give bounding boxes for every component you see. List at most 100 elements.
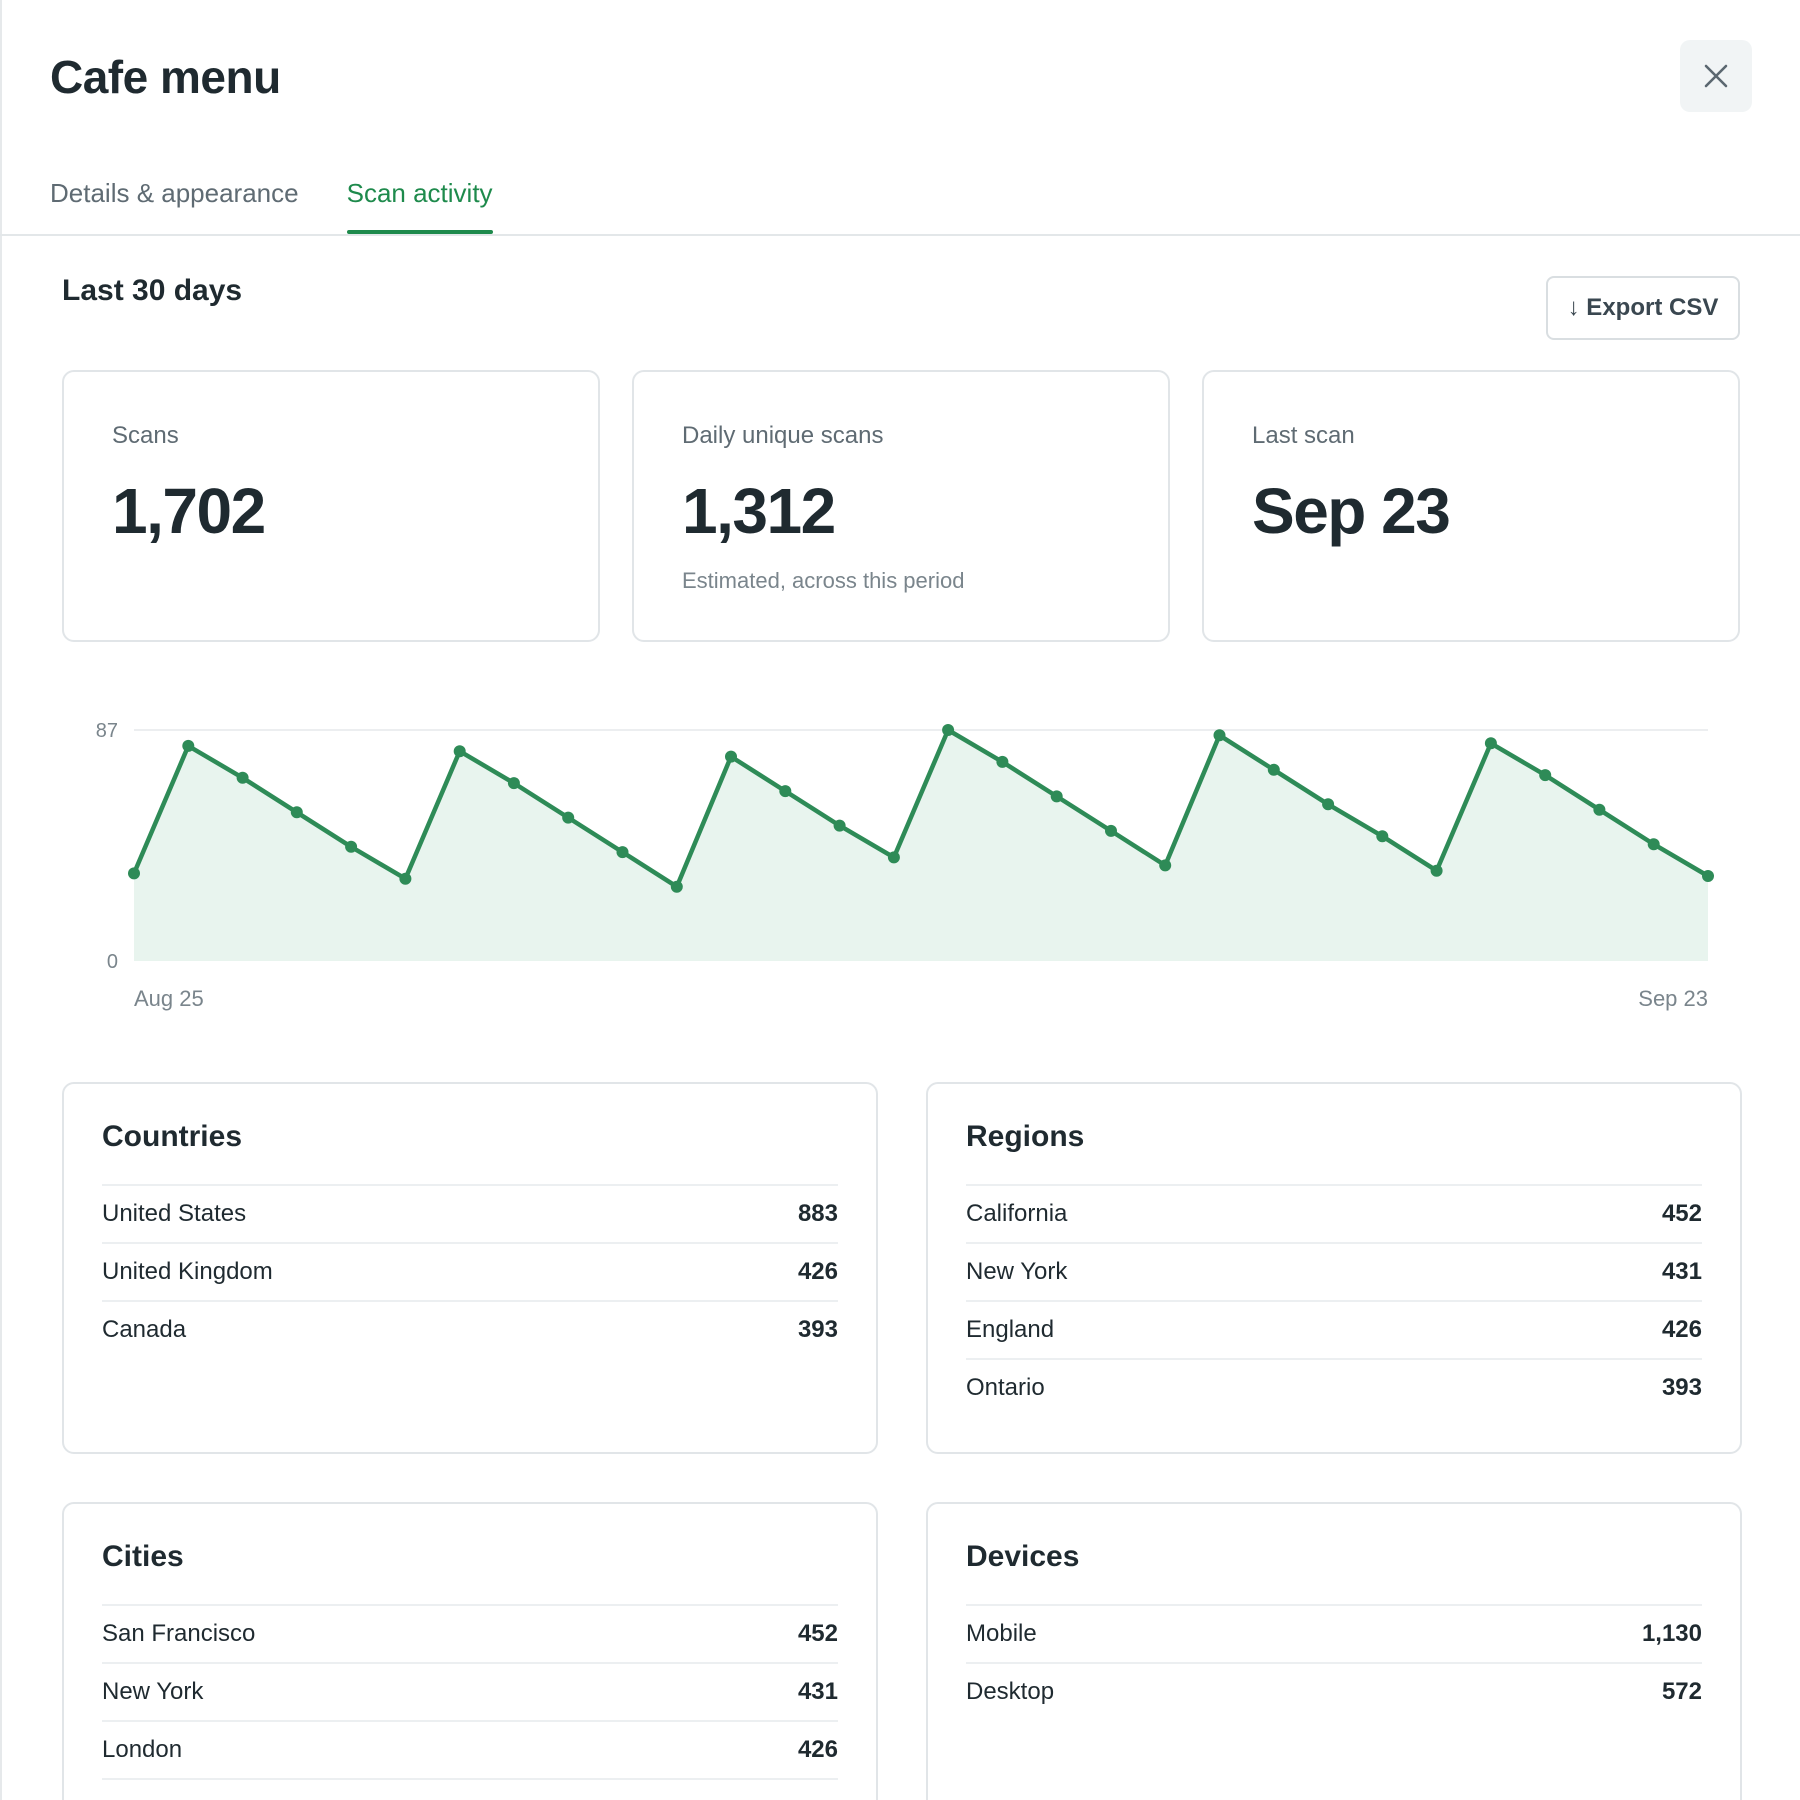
chart-point-sep-20 [1539, 769, 1552, 782]
tab-scan-activity[interactable]: Scan activity [346, 170, 493, 234]
cities-card: Cities San Francisco 452 New York 431 Lo… [62, 1502, 878, 1800]
scan-activity-chart: 87 0 Aug 25 Sep 23 [62, 690, 1762, 1030]
list-row: London 426 [102, 1720, 838, 1778]
chart-point-aug-30 [399, 872, 412, 885]
stat-label: Daily unique scans [682, 422, 884, 449]
row-count: 393 [1661, 1374, 1702, 1401]
devices-card: Devices Mobile 1,130 Desktop 572 [926, 1502, 1742, 1800]
row-count: 1,130 [1641, 1620, 1702, 1647]
stat-label: Last scan [1252, 422, 1355, 449]
chart-point-sep-2 [562, 811, 575, 824]
cities-list: San Francisco 452 New York 431 London 42… [102, 1604, 838, 1800]
chart-point-sep-14 [1213, 729, 1226, 742]
row-count: 431 [1661, 1258, 1702, 1285]
list-row: United Kingdom 426 [102, 1242, 838, 1300]
list-row: New York 431 [966, 1242, 1702, 1300]
list-row: United States 883 [102, 1184, 838, 1242]
card-title: Devices [966, 1540, 1080, 1573]
chart-point-aug-29 [345, 840, 358, 853]
row-name: United Kingdom [102, 1258, 273, 1285]
card-title: Regions [966, 1120, 1085, 1153]
row-count: 431 [797, 1678, 838, 1705]
list-row: Ontario 393 [966, 1358, 1702, 1416]
list-row: Canada 393 [102, 1300, 838, 1358]
stat-note: Estimated, across this period [682, 568, 965, 593]
close-button[interactable] [1680, 40, 1752, 112]
row-count: 572 [1661, 1678, 1702, 1705]
row-name: Mobile [966, 1620, 1037, 1647]
chart-point-sep-7 [833, 819, 846, 832]
list-row: California 452 [966, 1184, 1702, 1242]
chart-point-sep-22 [1647, 838, 1660, 851]
modal-title: Cafe menu [50, 51, 281, 103]
list-row: New York 431 [102, 1662, 838, 1720]
chart-point-sep-9 [942, 724, 955, 736]
chart-point-sep-3 [616, 846, 629, 859]
chart-point-sep-17 [1376, 830, 1389, 843]
modal-header: Cafe menu [50, 40, 1752, 144]
chart-point-sep-13 [1159, 859, 1172, 872]
list-row: San Francisco 452 [102, 1604, 838, 1662]
chart-point-sep-6 [779, 785, 792, 798]
row-name: Ontario [966, 1374, 1045, 1401]
chart-area-fill [134, 730, 1708, 961]
period-title: Last 30 days [62, 274, 243, 307]
chart-point-sep-1 [507, 777, 520, 790]
chart-point-sep-19 [1484, 737, 1497, 750]
chart-point-aug-26 [182, 739, 195, 752]
chart-point-aug-25 [128, 867, 140, 880]
stat-value: 1,312 [682, 475, 836, 547]
row-count: 883 [797, 1200, 838, 1227]
chart-point-sep-16 [1322, 798, 1335, 811]
countries-list: United States 883 United Kingdom 426 Can… [102, 1184, 838, 1358]
row-name: London [102, 1736, 183, 1763]
card-title: Cities [102, 1540, 184, 1573]
list-row: Desktop 572 [966, 1662, 1702, 1720]
row-name: Desktop [966, 1678, 1055, 1705]
x-axis-start-label: Aug 25 [134, 986, 204, 1011]
list-row-partial [102, 1778, 838, 1800]
row-count: 452 [797, 1620, 838, 1647]
list-row: England 426 [966, 1300, 1702, 1358]
row-count: 426 [797, 1736, 838, 1763]
row-name: California [966, 1200, 1068, 1227]
chart-point-sep-5 [725, 750, 737, 763]
row-name: Canada [102, 1316, 187, 1343]
chart-point-sep-21 [1593, 803, 1606, 816]
chart-point-sep-11 [1050, 790, 1063, 803]
regions-card: Regions California 452 New York 431 Engl… [926, 1082, 1742, 1454]
chart-point-aug-31 [453, 745, 466, 758]
close-icon [1704, 64, 1728, 88]
row-count: 452 [1661, 1200, 1702, 1227]
stat-card-daily-unique-scans: Daily unique scans 1,312 Estimated, acro… [632, 370, 1170, 642]
chart-point-aug-27 [236, 771, 249, 784]
chart-point-sep-15 [1267, 763, 1280, 776]
tab-bar: Details & appearance Scan activity [50, 170, 493, 234]
chart-points [128, 724, 1714, 893]
row-name: New York [966, 1258, 1068, 1285]
tab-details-appearance[interactable]: Details & appearance [50, 178, 299, 208]
chart-point-sep-23 [1702, 870, 1714, 882]
regions-list: California 452 New York 431 England 426 … [966, 1184, 1702, 1416]
row-count: 426 [1661, 1316, 1702, 1343]
chart-point-sep-8 [887, 851, 900, 864]
row-count: 393 [797, 1316, 838, 1343]
y-tick-label-max: 87 [96, 720, 118, 742]
stat-label: Scans [112, 422, 179, 449]
chart-point-sep-18 [1430, 864, 1443, 877]
panel-left-border [0, 0, 2, 1800]
chart-point-aug-28 [290, 806, 303, 819]
row-name: United States [102, 1200, 247, 1227]
chart-point-sep-4 [670, 880, 683, 893]
devices-list: Mobile 1,130 Desktop 572 [966, 1604, 1702, 1720]
y-tick-label-zero: 0 [107, 951, 118, 973]
chart-svg: 87 0 [96, 720, 1714, 973]
row-name: New York [102, 1678, 204, 1705]
chart-point-sep-12 [1105, 824, 1117, 837]
stat-card-scans: Scans 1,702 [62, 370, 600, 642]
stat-value: Sep 23 [1252, 475, 1451, 547]
list-row: Mobile 1,130 [966, 1604, 1702, 1662]
export-csv-button[interactable]: ↓ Export CSV [1546, 276, 1740, 340]
row-name: San Francisco [102, 1620, 256, 1647]
stat-card-last-scan: Last scan Sep 23 [1202, 370, 1740, 642]
